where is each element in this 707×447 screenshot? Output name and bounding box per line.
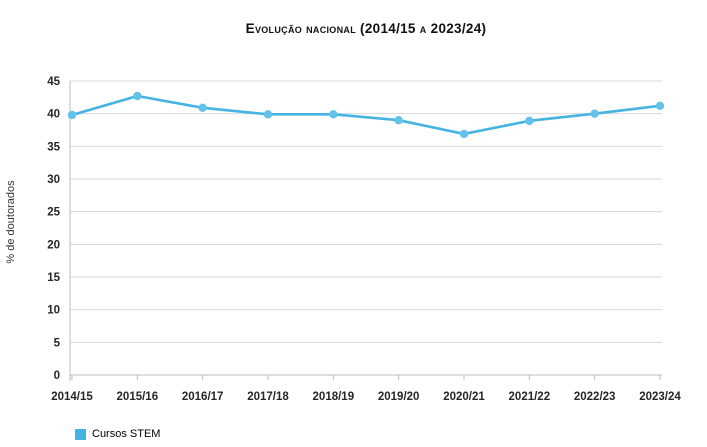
y-tick-label: 20 bbox=[47, 239, 60, 251]
y-tick-label: 35 bbox=[47, 141, 60, 153]
data-point-marker bbox=[198, 103, 207, 112]
data-point-marker bbox=[459, 129, 469, 139]
y-tick-label: 30 bbox=[47, 174, 60, 186]
x-tick-label: 2022/23 bbox=[574, 391, 616, 403]
x-tick-label: 2018/19 bbox=[313, 391, 355, 403]
x-tick-label: 2016/17 bbox=[182, 391, 224, 403]
y-tick-label: 5 bbox=[54, 337, 61, 349]
y-tick-label: 40 bbox=[47, 109, 60, 121]
legend: Cursos STEM bbox=[75, 428, 160, 440]
x-tick-label: 2019/20 bbox=[378, 391, 420, 403]
x-tick-label: 2014/15 bbox=[51, 391, 93, 403]
y-tick-label: 25 bbox=[47, 207, 60, 219]
data-point-marker bbox=[655, 101, 665, 111]
x-tick-label: 2015/16 bbox=[117, 391, 159, 403]
data-point-marker bbox=[67, 110, 77, 120]
chart-title: Evolução nacional (2014/15 a 2023/24) bbox=[245, 21, 487, 36]
x-tick-label: 2021/22 bbox=[509, 391, 551, 403]
y-axis-title: % de doutorados bbox=[5, 180, 17, 264]
data-point-marker bbox=[133, 91, 142, 101]
x-tick-label: 2023/24 bbox=[639, 391, 681, 403]
data-point-marker bbox=[329, 110, 338, 119]
y-tick-label: 10 bbox=[47, 305, 60, 317]
series-line bbox=[70, 94, 662, 136]
data-point-marker bbox=[525, 116, 534, 126]
data-point-marker bbox=[590, 109, 599, 118]
legend-swatch-icon bbox=[75, 428, 86, 440]
y-tick-label: 45 bbox=[47, 76, 60, 88]
y-tick-label: 15 bbox=[47, 272, 60, 284]
data-point-marker bbox=[263, 110, 273, 119]
legend-label: Cursos STEM bbox=[92, 428, 161, 440]
x-tick-label: 2020/21 bbox=[443, 391, 485, 403]
y-tick-label: 0 bbox=[54, 370, 60, 382]
data-point-marker bbox=[394, 116, 403, 125]
x-tick-label: 2017/18 bbox=[247, 391, 289, 403]
